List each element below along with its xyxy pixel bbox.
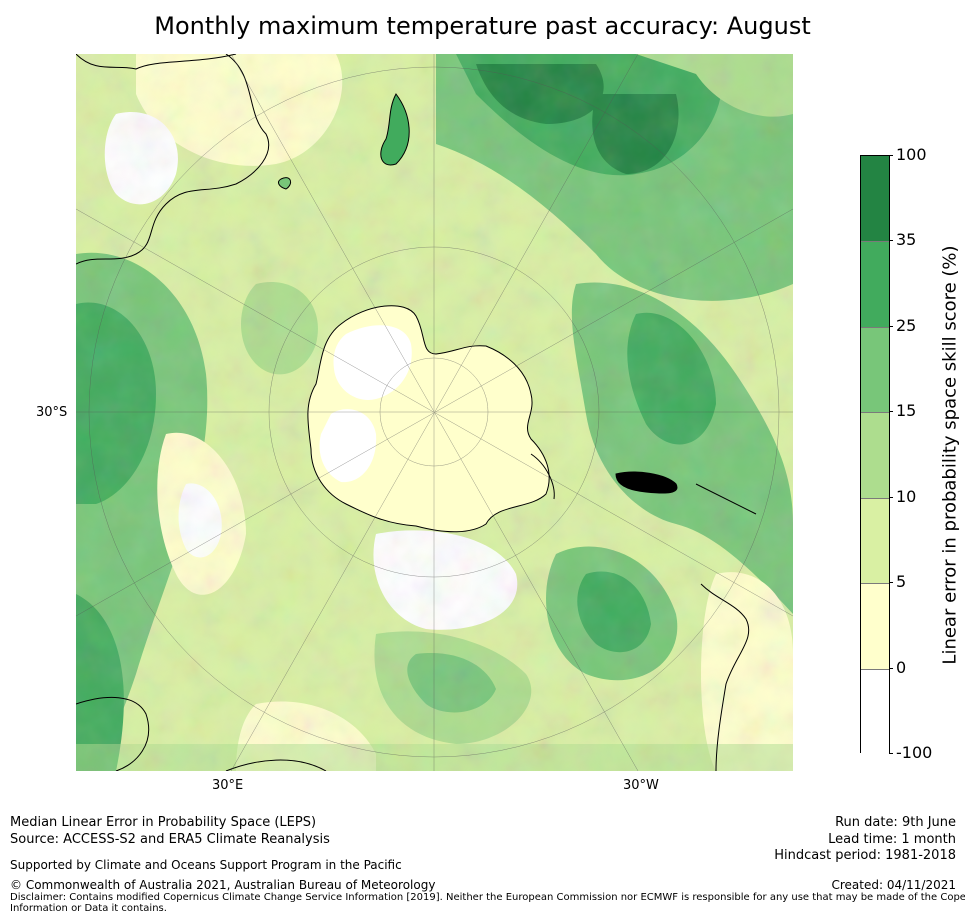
colorbar-tick-label: 0 — [896, 657, 907, 677]
footer-support: Supported by Climate and Oceans Support … — [10, 858, 402, 872]
polar-map — [76, 54, 793, 771]
colorbar-segment — [861, 412, 889, 499]
colorbar-tick-label: 15 — [896, 401, 917, 421]
footer-left-line2: Source: ACCESS-S2 and ERA5 Climate Reana… — [10, 832, 330, 847]
antarctica — [307, 305, 555, 533]
lon-label-30w: 30°W — [623, 778, 659, 793]
created-date: Created: 04/11/2021 — [831, 878, 956, 892]
run-date: Run date: 9th June — [835, 815, 956, 830]
footer-disclaimer-line1: Disclaimer: Contains modified Copernicus… — [10, 892, 965, 903]
colorbar-segment — [861, 497, 889, 585]
colorbar-tick-mark — [889, 325, 893, 327]
colorbar-segment — [861, 156, 889, 242]
lead-time: Lead time: 1 month — [828, 832, 956, 847]
skill-score-map — [76, 54, 793, 771]
lon-label-30e: 30°E — [212, 778, 244, 793]
footer-copyright: © Commonwealth of Australia 2021, Austra… — [10, 878, 436, 892]
colorbar-tick-label: 35 — [896, 230, 917, 250]
colorbar-tick-mark — [889, 240, 893, 242]
colorbar-segment — [861, 668, 889, 755]
colorbar-tick-mark — [889, 411, 893, 413]
colorbar-segment — [861, 583, 889, 670]
map-title: Monthly maximum temperature past accurac… — [154, 12, 811, 40]
colorbar-tick-label: -100 — [896, 743, 933, 762]
colorbar-tick-mark — [889, 753, 893, 754]
colorbar-segment — [861, 241, 889, 328]
footer-left-line1: Median Linear Error in Probability Space… — [10, 815, 317, 830]
colorbar-tick-label: 5 — [896, 572, 907, 592]
colorbar-segment — [861, 326, 889, 414]
graticule — [76, 54, 793, 771]
colorbar-tick-mark — [889, 496, 893, 498]
colorbar-tick-label: 10 — [896, 486, 917, 506]
colorbar-tick-mark — [889, 667, 893, 669]
colorbar-tick-mark — [889, 155, 893, 156]
colorbar-tick-label: 25 — [896, 315, 917, 335]
hindcast-period: Hindcast period: 1981-2018 — [774, 848, 956, 863]
colorbar-label: Linear error in probability space skill … — [939, 245, 961, 665]
colorbar-tick-label: 100 — [896, 145, 927, 164]
colorbar-tick-mark — [889, 582, 893, 584]
colorbar — [860, 155, 890, 755]
footer-disclaimer-line2: Information or Data it contains. — [10, 903, 167, 914]
lat-label-30s: 30°S — [36, 405, 68, 420]
coastlines — [76, 54, 757, 771]
